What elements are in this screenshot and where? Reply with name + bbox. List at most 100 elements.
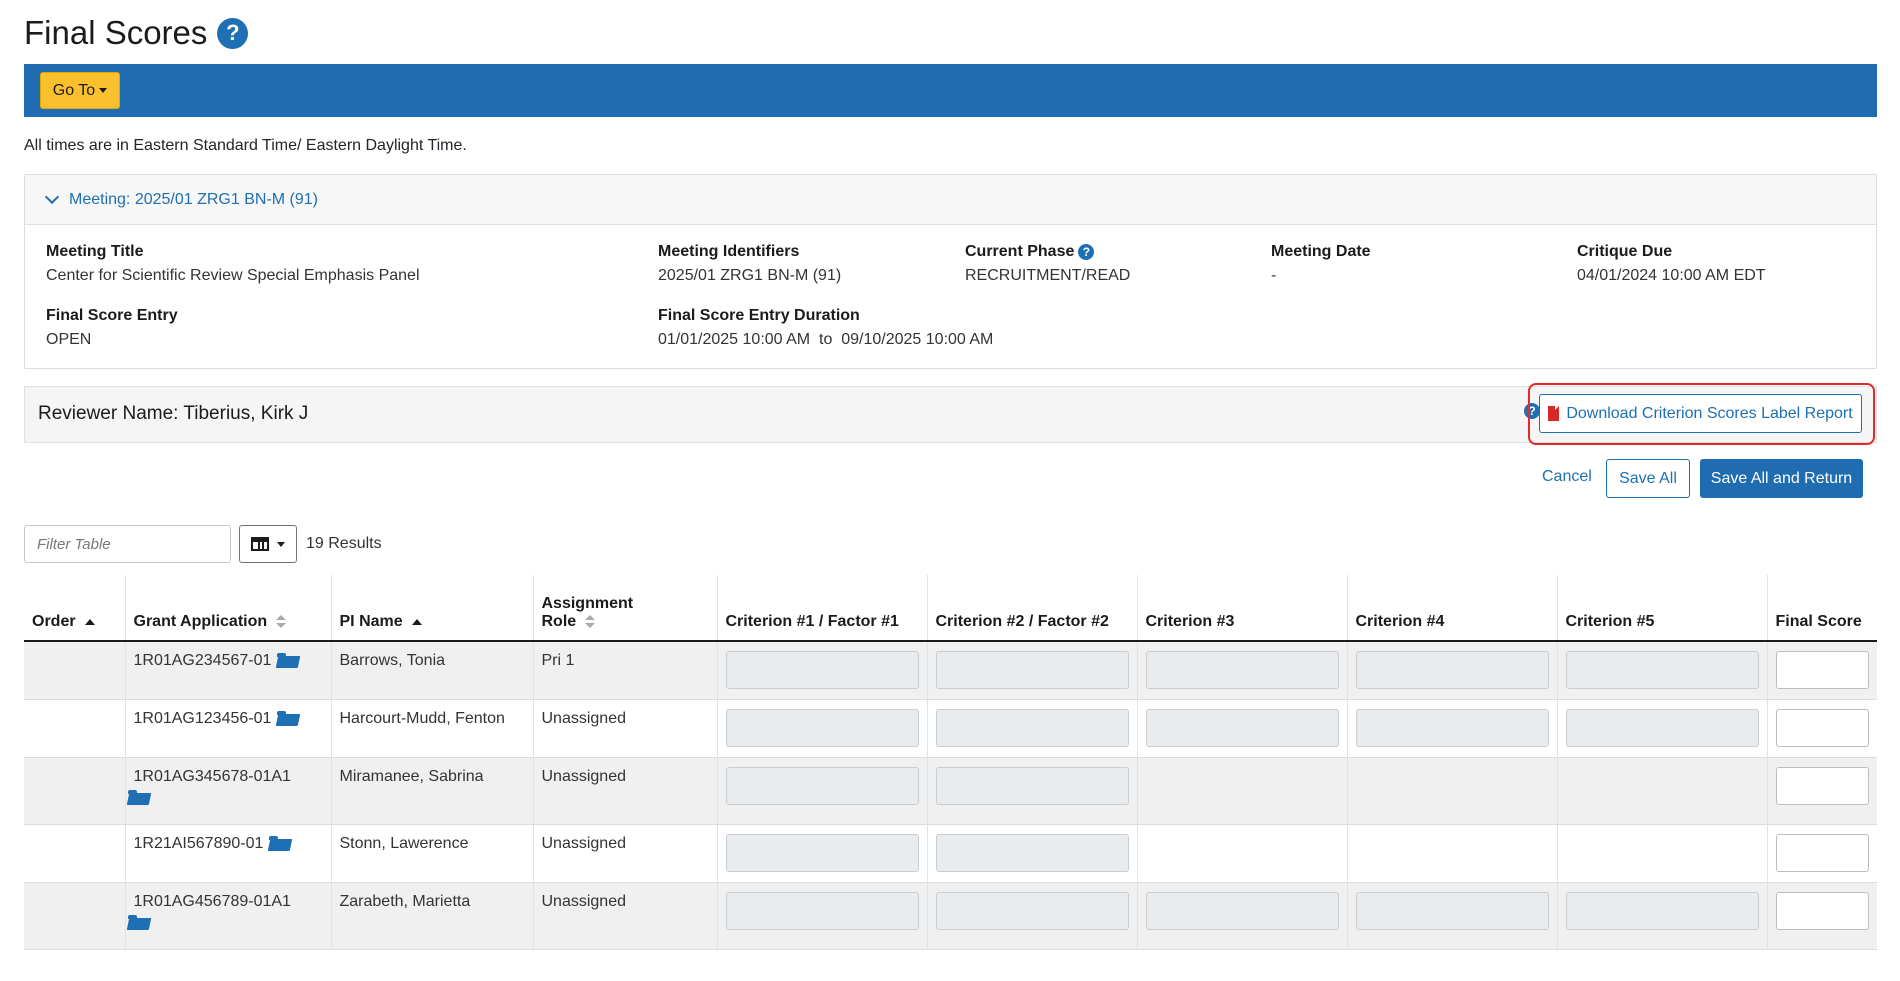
- column-header-pi[interactable]: PI Name: [331, 575, 534, 642]
- entry-duration-value: 01/01/2025 10:00 AM to 09/10/2025 10:00 …: [658, 331, 994, 348]
- criterion-5-cell: [1557, 757, 1768, 825]
- criterion-1-score-field: [725, 709, 919, 747]
- assignment-role-cell: Unassigned: [533, 699, 718, 758]
- final-score-entry-field: Final Score Entry OPEN: [46, 307, 178, 349]
- goto-button[interactable]: Go To: [40, 72, 120, 109]
- sort-icon: [585, 615, 596, 629]
- criterion-4-cell: [1347, 757, 1558, 825]
- highlight-box: [1528, 383, 1875, 445]
- criterion-4-score-field: [1355, 892, 1549, 930]
- grant-cell: 1R01AG123456-01: [125, 699, 332, 758]
- criterion-3-cell: [1137, 757, 1348, 825]
- scores-table: Order Grant Application PI Name Assignme…: [24, 575, 1877, 950]
- order-cell: [24, 824, 126, 883]
- criterion-4-cell: [1347, 699, 1558, 758]
- grant-cell: 1R21AI567890-01: [125, 824, 332, 883]
- order-cell: [24, 699, 126, 758]
- table-row: 1R01AG456789-01A1 Zarabeth, Marietta Unass…: [24, 882, 1877, 950]
- table-columns-icon: [251, 537, 269, 551]
- criterion-2-score-field: [935, 767, 1129, 805]
- criterion-3-cell: [1137, 882, 1348, 950]
- grant-number: 1R01AG345678-01A1: [133, 768, 291, 785]
- meeting-date-field: Meeting Date -: [1271, 243, 1371, 285]
- criterion-2-cell: [927, 699, 1138, 758]
- criterion-3-score-field: [1145, 651, 1339, 689]
- folder-open-icon[interactable]: [127, 790, 150, 805]
- page-title: Final Scores ?: [24, 14, 249, 52]
- criterion-3-score-field: [1145, 709, 1339, 747]
- table-row: 1R01AG123456-01 Harcourt-Mudd, Fenton Unas…: [24, 699, 1877, 758]
- grant-number: 1R21AI567890-01: [133, 835, 264, 852]
- phase-help-icon[interactable]: ?: [1078, 244, 1095, 260]
- folder-open-icon[interactable]: [277, 711, 299, 726]
- meeting-identifiers-label: Meeting Identifiers: [658, 243, 800, 260]
- filter-table-input[interactable]: [24, 525, 231, 563]
- sort-ascending-icon: [411, 618, 422, 625]
- table-row: 1R01AG234567-01 Barrows, Tonia Pri 1: [24, 641, 1877, 700]
- folder-open-icon[interactable]: [277, 653, 299, 668]
- criterion-5-score-field: [1565, 892, 1759, 930]
- sort-ascending-icon: [84, 618, 95, 625]
- order-cell: [24, 641, 126, 700]
- final-score-input[interactable]: [1775, 767, 1869, 805]
- current-phase-label-row: Current Phase ?: [965, 243, 1130, 261]
- final-score-input[interactable]: [1775, 892, 1869, 930]
- save-all-button[interactable]: Save All: [1606, 459, 1690, 498]
- timezone-note: All times are in Eastern Standard Time/ …: [24, 137, 467, 154]
- grant-cell: 1R01AG234567-01: [125, 641, 332, 700]
- help-icon[interactable]: ?: [217, 17, 249, 49]
- pi-name-cell: Zarabeth, Marietta: [331, 882, 534, 950]
- order-cell: [24, 757, 126, 825]
- pi-name-cell: Miramanee, Sabrina: [331, 757, 534, 825]
- criterion-5-cell: [1557, 882, 1768, 950]
- goto-label: Go To: [52, 81, 96, 99]
- save-all-and-return-button[interactable]: Save All and Return: [1700, 459, 1863, 498]
- final-score-input[interactable]: [1775, 651, 1869, 689]
- column-header-grant[interactable]: Grant Application: [125, 575, 332, 642]
- criterion-4-cell: [1347, 882, 1558, 950]
- final-score-cell: [1767, 824, 1877, 883]
- cancel-link[interactable]: Cancel: [1542, 468, 1592, 485]
- meeting-accordion-toggle[interactable]: Meeting: 2025/01 ZRG1 BN-M (91): [25, 175, 1876, 225]
- criterion-5-cell: [1557, 824, 1768, 883]
- file-pdf-icon: [1548, 406, 1560, 421]
- column-header-role[interactable]: Assignment Role: [533, 575, 718, 642]
- assignment-role-cell: Pri 1: [533, 641, 718, 700]
- assignment-role-cell: Unassigned: [533, 757, 718, 825]
- pi-name-cell: Stonn, Lawerence: [331, 824, 534, 883]
- criterion-1-cell: [717, 824, 928, 883]
- criterion-2-cell: [927, 824, 1138, 883]
- critique-due-value: 04/01/2024 10:00 AM EDT: [1577, 267, 1766, 284]
- criterion-2-score-field: [935, 651, 1129, 689]
- download-report-button[interactable]: Download Criterion Scores Label Report: [1539, 394, 1862, 433]
- assignment-role-cell: Unassigned: [533, 824, 718, 883]
- column-header-final-score: Final Score: [1767, 575, 1877, 642]
- final-score-cell: [1767, 641, 1877, 700]
- entry-duration-label: Final Score Entry Duration: [658, 307, 860, 324]
- final-score-input[interactable]: [1775, 834, 1869, 872]
- column-header-order[interactable]: Order: [24, 575, 126, 642]
- current-phase-field: Current Phase ? RECRUITMENT/READ: [965, 243, 1130, 285]
- column-chooser-button[interactable]: [239, 525, 297, 563]
- folder-open-icon[interactable]: [127, 915, 150, 930]
- criterion-3-score-field: [1145, 892, 1339, 930]
- final-score-cell: [1767, 757, 1877, 825]
- assignment-role-cell: Unassigned: [533, 882, 718, 950]
- results-count: 19 Results: [306, 535, 382, 552]
- meeting-identifiers-value: 2025/01 ZRG1 BN-M (91): [658, 267, 842, 284]
- criterion-1-cell: [717, 699, 928, 758]
- grant-cell: 1R01AG456789-01A1: [125, 882, 332, 950]
- meeting-panel: Meeting: 2025/01 ZRG1 BN-M (91) Meeting …: [24, 174, 1877, 369]
- folder-open-icon[interactable]: [269, 836, 291, 851]
- final-score-input[interactable]: [1775, 709, 1869, 747]
- criterion-5-cell: [1557, 641, 1768, 700]
- criterion-4-cell: [1347, 641, 1558, 700]
- reviewer-name: Reviewer Name: Tiberius, Kirk J: [38, 403, 309, 424]
- criterion-1-cell: [717, 641, 928, 700]
- entry-duration-field: Final Score Entry Duration 01/01/2025 10…: [658, 307, 993, 349]
- column-header-criterion-1: Criterion #1 / Factor #1: [717, 575, 928, 642]
- criterion-4-score-field: [1355, 709, 1549, 747]
- meeting-title-field: Meeting Title Center for Scientific Revi…: [46, 243, 420, 285]
- meeting-header-text: Meeting: 2025/01 ZRG1 BN-M (91): [69, 190, 318, 208]
- sort-icon: [276, 615, 287, 629]
